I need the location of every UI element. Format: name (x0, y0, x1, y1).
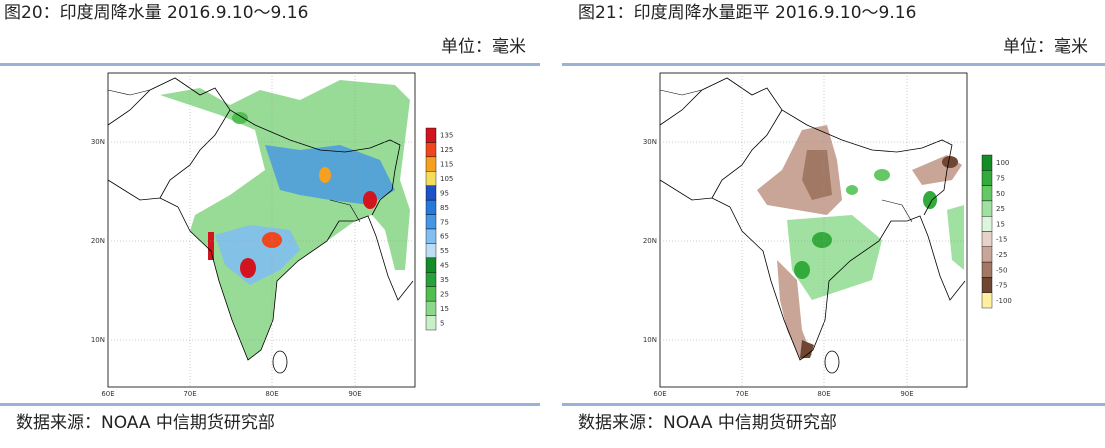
colorbar-label: 75 (440, 218, 449, 226)
colorbar-swatch (981, 261, 993, 278)
source: 数据来源：NOAA 中信期货研究部 (578, 413, 837, 433)
colorbar-label: 25 (440, 290, 449, 298)
lat-label: 20N (91, 237, 105, 245)
colorbar-label: 5 (440, 319, 444, 327)
lon-label: 60E (653, 390, 666, 398)
lat-label: 10N (643, 336, 657, 344)
lon-label: 70E (183, 390, 196, 398)
colorbar-label: 75 (996, 174, 1005, 182)
divider (562, 403, 1105, 406)
colorbar-swatch (981, 154, 993, 171)
colorbar-label: 65 (440, 233, 449, 241)
panel-title: 图21：印度周降水量距平 2016.9.10～9.16 (578, 3, 916, 23)
colorbar-swatch (425, 286, 437, 302)
colorbar-swatch (425, 156, 437, 172)
colorbar-label: -75 (996, 282, 1007, 290)
colorbar-label: 125 (440, 146, 453, 154)
panel: 图21：印度周降水量距平 2016.9.10～9.16 单位：毫米 数据来源：N… (562, 3, 1105, 433)
colorbar-swatch (425, 214, 437, 230)
lon-label: 80E (817, 390, 830, 398)
colorbar-label: 15 (996, 220, 1005, 228)
colorbar-swatch (425, 228, 437, 244)
colorbar-label: 35 (440, 276, 449, 284)
colorbar-label: 85 (440, 204, 449, 212)
panel: 图20：印度周降水量 2016.9.10～9.16 单位：毫米 数据来源：NOA… (0, 3, 540, 433)
map (107, 72, 416, 388)
colorbar-label: 100 (996, 159, 1009, 167)
lat-label: 10N (91, 336, 105, 344)
divider (562, 63, 1105, 66)
colorbar-swatch (981, 200, 993, 217)
colorbar-swatch (425, 257, 437, 273)
colorbar-label: 115 (440, 161, 453, 169)
colorbar-label: 45 (440, 262, 449, 270)
colorbar-swatch (981, 292, 993, 309)
divider (0, 403, 540, 406)
colorbar-label: -15 (996, 236, 1007, 244)
lon-label: 60E (101, 390, 114, 398)
colorbar-swatch (981, 277, 993, 293)
colorbar-label: 15 (440, 305, 449, 313)
lon-label: 90E (900, 390, 913, 398)
colorbar-swatch (425, 171, 437, 186)
colorbar-label: 55 (440, 247, 449, 255)
colorbar-swatch (425, 185, 437, 201)
colorbar-label: -25 (996, 251, 1007, 259)
lat-label: 30N (91, 138, 105, 146)
colorbar-label: -50 (996, 266, 1007, 274)
colorbar-label: -100 (996, 297, 1012, 305)
colorbar-swatch (981, 215, 993, 232)
colorbar-swatch (425, 199, 437, 215)
lon-label: 90E (348, 390, 361, 398)
panel-title: 图20：印度周降水量 2016.9.10～9.16 (4, 3, 308, 23)
colorbar-swatch (425, 315, 437, 331)
colorbar-label: 25 (996, 205, 1005, 213)
colorbar-swatch (425, 127, 437, 143)
lat-label: 30N (643, 138, 657, 146)
colorbar-label: 95 (440, 189, 449, 197)
map (659, 72, 968, 388)
colorbar-swatch (981, 246, 993, 263)
colorbar-swatch (425, 142, 437, 158)
unit: 单位：毫米 (1003, 37, 1088, 57)
colorbar-swatch (981, 170, 993, 186)
unit: 单位：毫米 (441, 37, 526, 57)
colorbar-swatch (981, 185, 993, 202)
colorbar-swatch (981, 231, 993, 248)
colorbar-label: 105 (440, 175, 453, 183)
divider (0, 63, 540, 66)
source: 数据来源：NOAA 中信期货研究部 (16, 413, 275, 433)
colorbar-label: 50 (996, 190, 1005, 198)
lon-label: 80E (265, 390, 278, 398)
lat-label: 20N (643, 237, 657, 245)
colorbar-label: 135 (440, 132, 453, 140)
colorbar-swatch (425, 300, 437, 316)
colorbar-swatch (425, 243, 437, 259)
lon-label: 70E (735, 390, 748, 398)
colorbar-swatch (425, 272, 437, 287)
